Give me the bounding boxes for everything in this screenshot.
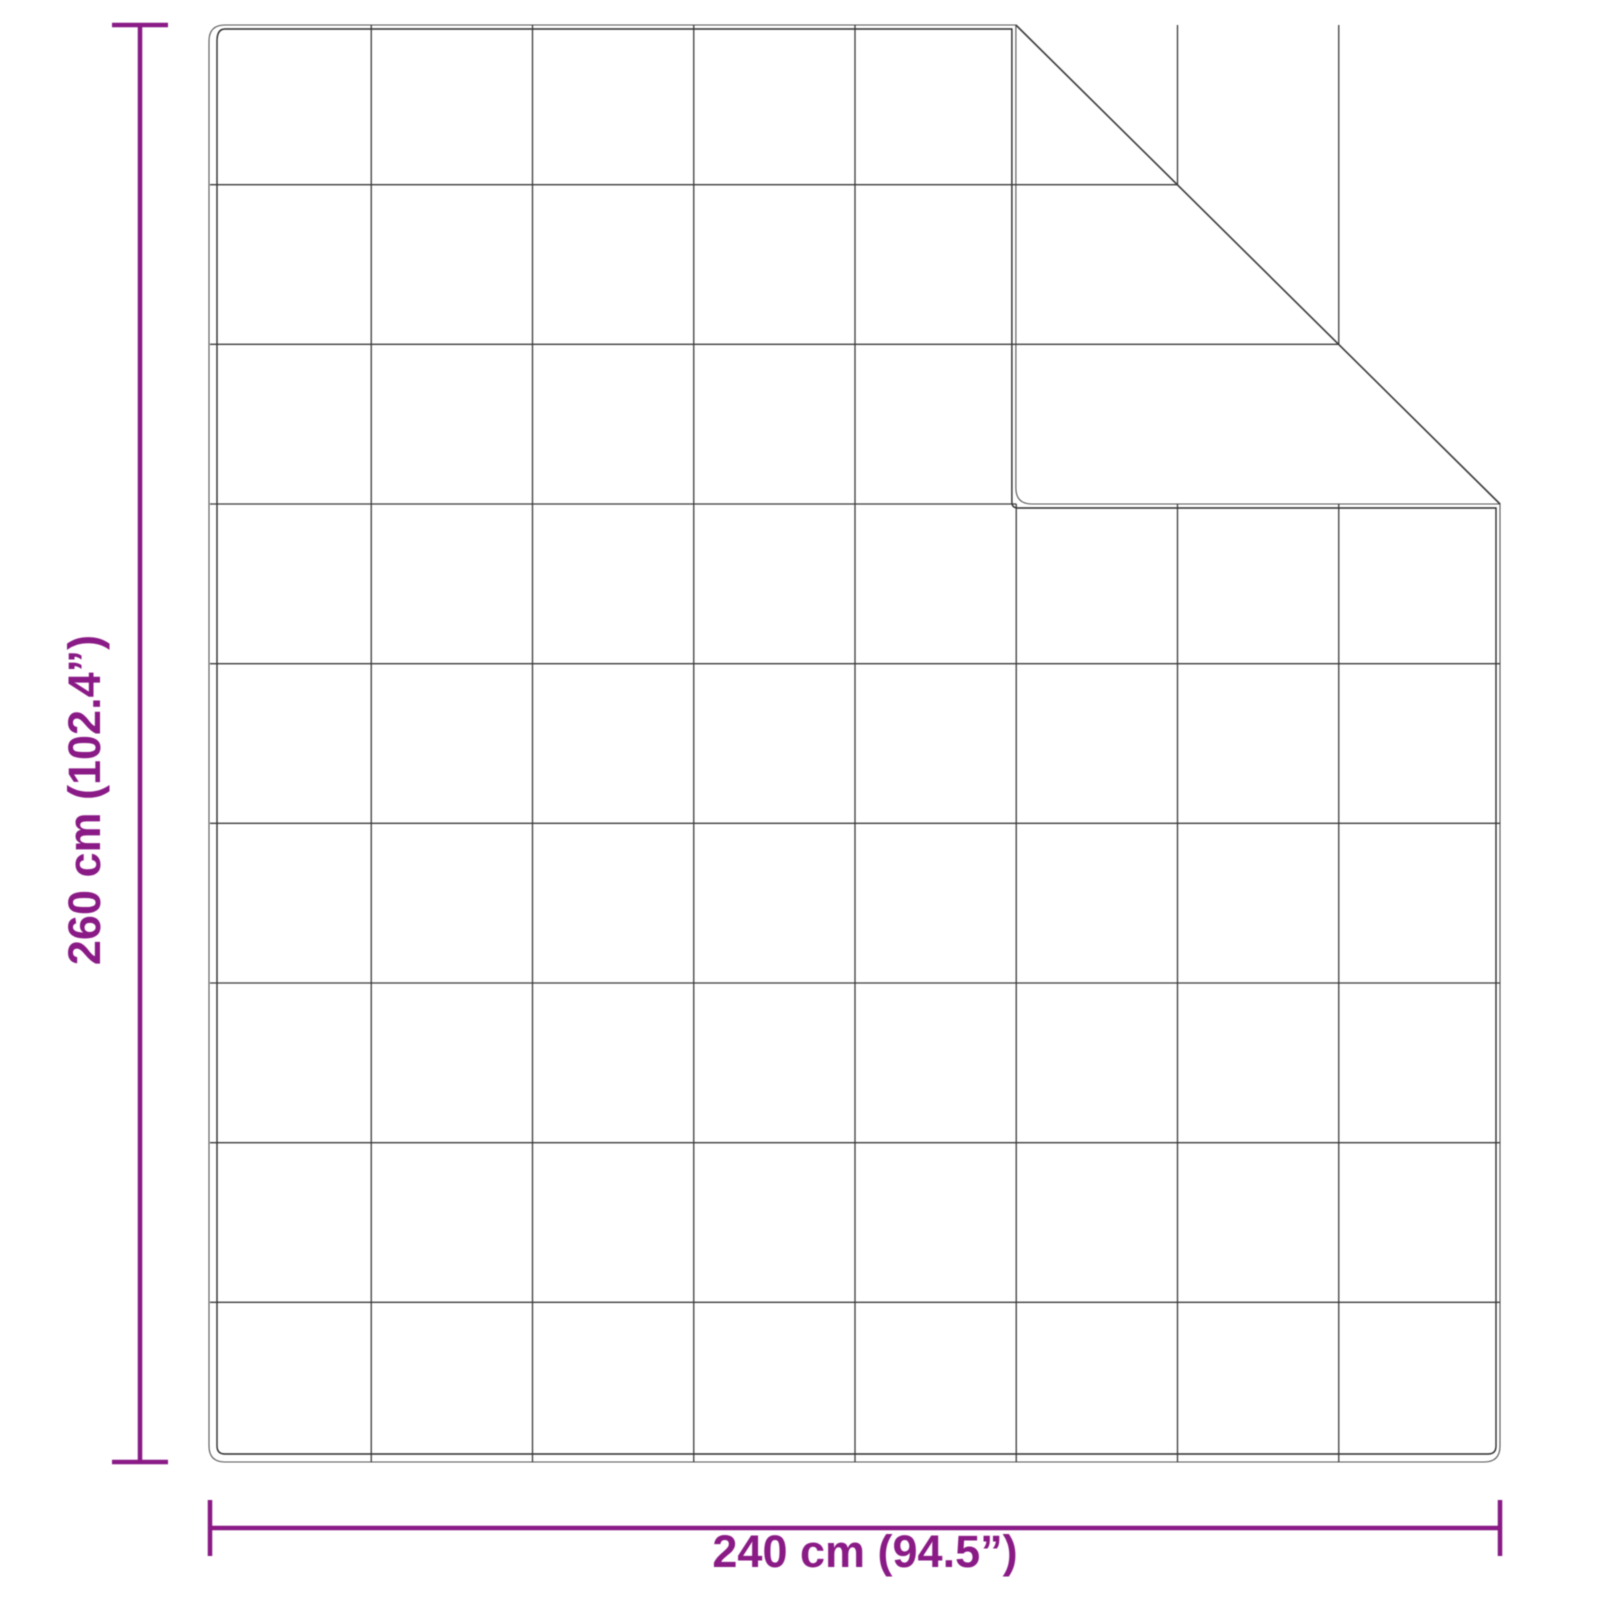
svg-text:240 cm (94.5”): 240 cm (94.5”) xyxy=(712,1526,1017,1577)
svg-text:260 cm (102.4”): 260 cm (102.4”) xyxy=(59,635,110,965)
